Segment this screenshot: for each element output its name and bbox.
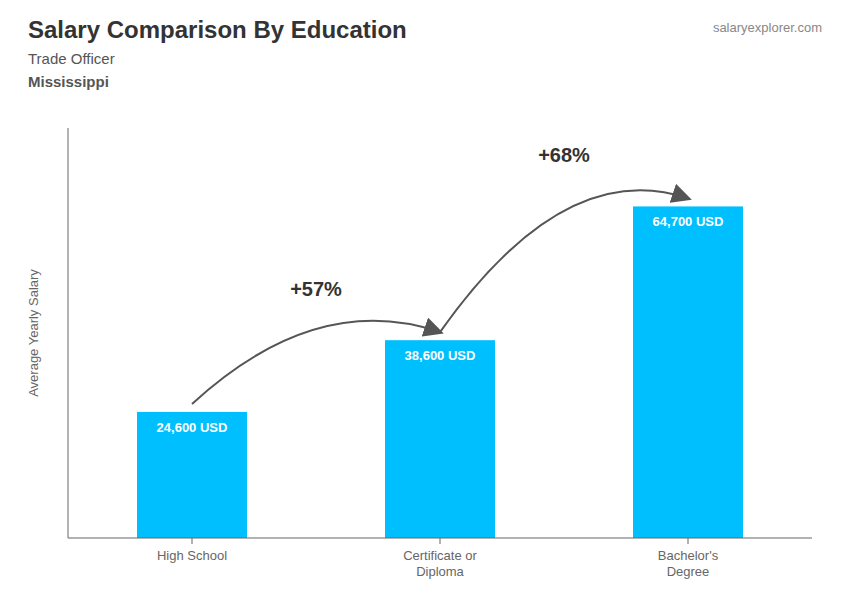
svg-text:24,600 USD: 24,600 USD — [157, 420, 228, 435]
svg-text:High School: High School — [157, 548, 227, 563]
html-text:salaryexplorer.com: salaryexplorer.com — [712, 20, 822, 35]
svg-text:Certificate orDiploma: Certificate orDiploma — [403, 548, 477, 579]
html-text:Trade Officer: Trade Officer — [28, 50, 115, 67]
html-text:Salary Comparison By Education: Salary Comparison By Education — [28, 16, 407, 43]
svg-text:+68%: +68% — [538, 144, 590, 166]
svg-text:Bachelor'sDegree: Bachelor'sDegree — [658, 548, 719, 579]
svg-text:+57%: +57% — [290, 278, 342, 300]
svg-text:Average Yearly Salary: Average Yearly Salary — [26, 269, 41, 397]
svg-text:38,600 USD: 38,600 USD — [405, 348, 476, 363]
html-text:Mississippi: Mississippi — [28, 73, 109, 90]
svg-text:64,700 USD: 64,700 USD — [653, 214, 724, 229]
